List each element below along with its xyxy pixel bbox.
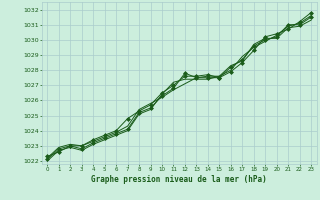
X-axis label: Graphe pression niveau de la mer (hPa): Graphe pression niveau de la mer (hPa) [91,175,267,184]
